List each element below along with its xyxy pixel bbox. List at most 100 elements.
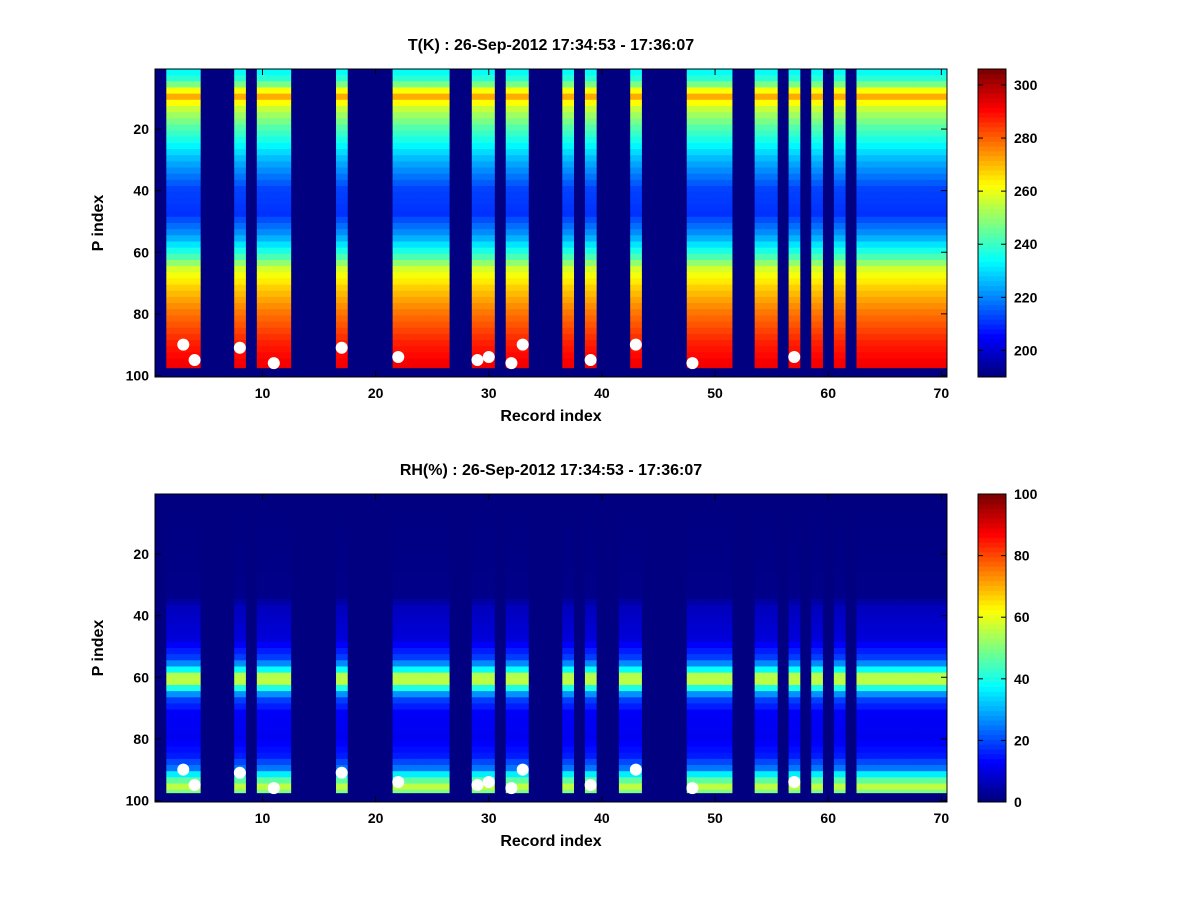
heatmap-cell	[392, 216, 405, 224]
heatmap-cell	[686, 715, 699, 723]
heatmap-cell	[517, 506, 529, 513]
heatmap-cell	[336, 105, 348, 113]
heatmap-cell	[256, 296, 269, 304]
heatmap-cell	[754, 691, 767, 698]
heatmap-cell	[505, 105, 518, 113]
heatmap-cell	[867, 346, 880, 353]
heatmap-cell	[811, 105, 823, 113]
heatmap-cell	[856, 648, 869, 655]
heatmap-cell	[517, 648, 529, 655]
heatmap-cell	[517, 87, 529, 95]
heatmap-cell	[437, 777, 450, 784]
heatmap-cell	[584, 654, 597, 661]
heatmap-cell	[403, 789, 416, 794]
heatmap-cell	[879, 512, 891, 520]
heatmap-cell	[437, 173, 450, 181]
heatmap-cell	[833, 118, 846, 125]
heatmap-cell	[505, 771, 518, 778]
heatmap-cell	[811, 765, 823, 772]
x-tick-label: 10	[255, 385, 271, 401]
heatmap-cell	[584, 691, 597, 698]
heatmap-cell	[426, 161, 439, 168]
heatmap-cell	[166, 758, 179, 766]
heatmap-cell	[754, 253, 767, 261]
heatmap-cell	[935, 715, 948, 723]
heatmap-column	[618, 494, 631, 794]
heatmap-cell	[879, 303, 891, 310]
heatmap-cell	[392, 167, 405, 175]
heatmap-cell	[890, 247, 903, 255]
colorbar-segment	[978, 725, 1006, 731]
heatmap-cell	[811, 321, 823, 329]
heatmap-cell	[867, 660, 880, 667]
heatmap-cell	[336, 142, 348, 150]
heatmap-cell	[166, 105, 179, 113]
heatmap-cell	[336, 327, 348, 335]
heatmap-cell	[709, 777, 722, 784]
heatmap-cell	[833, 241, 846, 249]
heatmap-cell	[392, 340, 405, 347]
heatmap-cell	[765, 721, 778, 729]
heatmap-cell	[856, 93, 869, 101]
heatmap-cell	[698, 611, 710, 618]
heatmap-cell	[268, 567, 280, 575]
y-axis-label: P index	[90, 620, 107, 677]
heatmap-cell	[279, 186, 292, 193]
heatmap-column	[584, 494, 597, 794]
heatmap-cell	[279, 777, 292, 784]
heatmap-cell	[754, 654, 767, 661]
heatmap-cell	[234, 124, 246, 131]
heatmap-cell	[279, 278, 292, 285]
heatmap-cell	[618, 758, 631, 766]
colorbar-segment	[978, 304, 1006, 311]
heatmap-cell	[336, 561, 348, 569]
heatmap-cell	[754, 672, 767, 680]
heatmap-cell	[698, 272, 710, 279]
heatmap-cell	[833, 734, 846, 741]
heatmap-cell	[392, 543, 405, 550]
heatmap-cell	[562, 321, 575, 329]
heatmap-cell	[618, 721, 631, 729]
heatmap-cell	[811, 746, 823, 754]
heatmap-cell	[901, 186, 914, 193]
heatmap-cell	[336, 118, 348, 125]
heatmap-cell	[426, 567, 439, 575]
heatmap-cell	[630, 635, 642, 643]
heatmap-cell	[392, 296, 405, 304]
heatmap-cell	[720, 340, 733, 347]
heatmap-cell	[415, 549, 427, 556]
heatmap-cell	[188, 155, 201, 162]
heatmap-cell	[562, 765, 575, 772]
heatmap-cell	[856, 758, 869, 766]
heatmap-cell	[935, 179, 948, 187]
heatmap-cell	[686, 340, 699, 347]
heatmap-cell	[788, 574, 801, 581]
heatmap-cell	[426, 327, 439, 335]
heatmap-cell	[630, 611, 642, 618]
heatmap-cell	[415, 93, 427, 101]
heatmap-cell	[268, 216, 280, 224]
heatmap-cell	[698, 333, 710, 341]
heatmap-cell	[437, 684, 450, 692]
heatmap-cell	[709, 684, 722, 692]
heatmap-cell	[279, 543, 292, 550]
heatmap-cell	[256, 352, 269, 359]
heatmap-cell	[867, 635, 880, 643]
heatmap-cell	[584, 142, 597, 150]
heatmap-cell	[833, 629, 846, 637]
heatmap-column	[686, 69, 699, 369]
heatmap-cell	[879, 684, 891, 692]
heatmap-cell	[336, 303, 348, 310]
heatmap-cell	[754, 660, 767, 667]
heatmap-cell	[426, 586, 439, 593]
heatmap-cell	[403, 635, 416, 643]
heatmap-cell	[765, 611, 778, 618]
heatmap-cell	[437, 87, 450, 95]
heatmap-cell	[924, 672, 937, 680]
heatmap-cell	[336, 75, 348, 82]
heatmap-cell	[415, 278, 427, 285]
heatmap-cell	[788, 561, 801, 569]
heatmap-cell	[268, 229, 280, 236]
heatmap-cell	[483, 130, 495, 138]
heatmap-cell	[879, 210, 891, 218]
